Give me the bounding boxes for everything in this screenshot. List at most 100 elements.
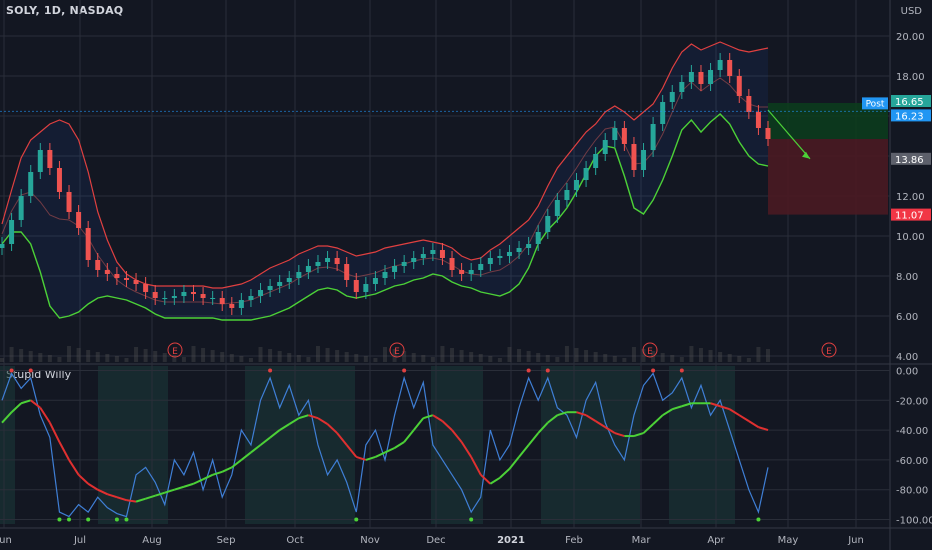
candle — [372, 278, 378, 284]
signal-segment — [269, 429, 281, 439]
signal-segment — [412, 417, 425, 431]
candle — [612, 128, 618, 140]
candle — [296, 272, 302, 278]
candle — [420, 254, 426, 258]
volume-bar — [344, 352, 349, 362]
volume-bar — [756, 347, 761, 362]
signal-segment — [116, 496, 127, 502]
volume-bar — [191, 346, 196, 362]
signal-segment — [460, 441, 473, 458]
volume-bar — [335, 350, 340, 362]
volume-bar — [95, 352, 100, 362]
time-tick-label: 2021 — [497, 535, 525, 546]
volume-bar — [698, 348, 703, 362]
candle — [28, 172, 34, 196]
earnings-marker-label: E — [172, 347, 178, 357]
signal-segment — [576, 411, 587, 417]
volume-bar — [746, 358, 751, 362]
osc-tick-label: -20.00 — [896, 396, 928, 407]
volume-bar — [517, 349, 522, 362]
earnings-marker-icon — [821, 342, 837, 358]
volume-bar — [28, 351, 33, 362]
candle — [478, 264, 484, 270]
oversold-dot — [57, 517, 62, 522]
signal-segment — [212, 470, 223, 476]
volume-bar — [9, 347, 14, 362]
price-badge-label: 11.07 — [895, 211, 924, 222]
price-tick-label: 18.00 — [896, 72, 925, 83]
candle — [688, 72, 694, 82]
currency-label: USD — [900, 6, 922, 17]
signal-segment — [221, 466, 233, 473]
volume-bar — [239, 356, 244, 362]
candle — [171, 296, 177, 298]
osc-tick-label: -60.00 — [896, 456, 928, 467]
candle — [286, 278, 292, 282]
candle — [123, 278, 129, 280]
signal-segment — [671, 405, 683, 411]
candle — [564, 190, 570, 200]
candle — [133, 280, 139, 284]
signal-segment — [547, 414, 558, 424]
volume-bar — [469, 352, 474, 362]
volume-bar — [325, 348, 330, 362]
signal-segment — [77, 474, 89, 485]
signal-segment — [202, 473, 214, 481]
volume-bar — [181, 357, 186, 362]
candle — [344, 264, 350, 280]
signal-segment — [480, 474, 492, 485]
volume-bar — [201, 348, 206, 362]
candle — [18, 196, 24, 220]
time-tick-label: Mar — [632, 535, 652, 546]
price-tick-label: 12.00 — [896, 192, 925, 203]
price-badge — [891, 152, 931, 165]
volume-bar — [67, 346, 72, 362]
volume-bar — [670, 355, 675, 362]
signal-segment — [20, 399, 32, 405]
volume-bar — [497, 358, 502, 362]
signal-segment — [58, 441, 70, 461]
signal-segment — [423, 414, 434, 420]
stop-zone — [768, 139, 888, 215]
signal-zone — [669, 366, 735, 524]
upper-band — [1, 41, 769, 289]
volume-bar — [172, 355, 177, 362]
volume-bar — [679, 357, 684, 362]
candle — [641, 150, 647, 170]
signal-segment — [633, 432, 644, 438]
osc-tick-label: -100.00 — [896, 516, 932, 527]
volume-bar — [229, 354, 234, 362]
candle — [516, 248, 522, 252]
candle — [305, 266, 311, 272]
candle — [631, 144, 637, 170]
signal-segment — [30, 399, 41, 409]
signal-segment — [1, 411, 13, 424]
volume-bar — [0, 358, 4, 362]
candle — [267, 286, 273, 290]
signal-zone — [541, 366, 640, 524]
signal-segment — [355, 455, 367, 461]
time-tick-label: Apr — [707, 535, 725, 546]
signal-segment — [250, 444, 262, 454]
volume-bar — [19, 349, 24, 362]
volume-bar — [373, 358, 378, 362]
volume-bar — [430, 357, 435, 362]
candle — [526, 244, 532, 248]
signal-segment — [164, 488, 175, 494]
signal-zone — [0, 366, 15, 524]
candle — [85, 228, 91, 260]
candle — [679, 82, 685, 92]
price-badge — [891, 95, 931, 107]
signal-segment — [585, 414, 597, 422]
candle — [506, 252, 512, 256]
projection-arrow — [767, 109, 811, 160]
volume-bar — [660, 353, 665, 362]
candle — [497, 256, 503, 258]
signal-segment — [326, 423, 338, 434]
candle — [583, 168, 589, 180]
willy-line — [1, 372, 769, 518]
earnings-marker-label: E — [826, 347, 832, 357]
indicator-title: Stupid Willy — [6, 368, 72, 381]
earnings-marker-icon — [167, 342, 183, 358]
